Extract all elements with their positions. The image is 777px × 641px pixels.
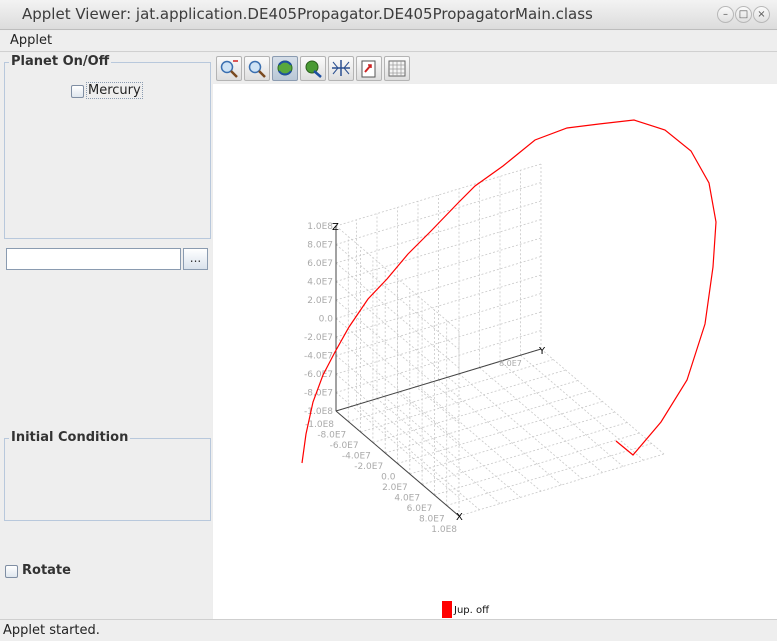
z-tick-label: -2.0E7 [304,333,333,343]
menu-applet[interactable]: Applet [10,33,53,48]
grid-line [335,355,460,461]
grid-line [479,367,603,473]
initial-condition-group: Initial Condition [4,430,211,521]
x-tick-label: -4.0E7 [342,452,371,462]
plot-toolbar [213,53,777,83]
grid-line [499,361,624,467]
rotate-checkbox[interactable] [5,565,18,578]
x-tick-label: 6.0E7 [407,504,433,514]
maximize-icon[interactable]: □ [735,6,752,23]
left-panel: Planet On/Off Mercury ... Initial Condit… [0,53,212,619]
grid-line [458,373,583,480]
grid-line [335,281,460,387]
grid-line [376,398,501,504]
x-axis-line [335,410,460,517]
close-icon[interactable]: × [753,6,770,23]
x-tick-label: -2.0E7 [354,462,383,472]
rotate-label[interactable]: Rotate [22,563,71,578]
z-tick-label: 4.0E7 [307,278,333,288]
y-axis-line [335,348,542,412]
z-tick-label: 8.0E7 [307,241,333,251]
mercury-label[interactable]: Mercury [86,82,143,99]
initial-condition-title: Initial Condition [9,430,131,445]
grid-line [335,244,460,350]
x-tick-label: -6.0E7 [330,441,359,451]
grid-line [540,348,665,455]
x-tick-label: -8.0E7 [317,431,346,441]
grid-line [335,318,460,424]
grid-line [335,299,460,406]
file-path-input[interactable] [6,248,181,270]
rotate-icon[interactable] [272,56,298,81]
planet-group: Planet On/Off Mercury [4,54,211,239]
x-tick-label: 4.0E7 [394,494,420,504]
x-tick-label: 8.0E7 [419,515,445,525]
z-tick-label: -4.0E7 [304,352,333,362]
y-tick-labels: 8.0E7 [499,359,522,368]
y-tick-label: 8.0E7 [499,359,522,368]
x-tick-labels: -1.0E8-8.0E7-6.0E7-4.0E7-2.0E70.02.0E74.… [305,420,457,535]
axes: Z Y X [332,222,546,523]
mercury-checkbox[interactable] [71,85,84,98]
grid-line [335,392,460,498]
z-tick-label: -6.0E7 [304,370,333,380]
grid-icon[interactable] [384,56,410,81]
plot-3d: Z Y X 1.0E88.0E76.0E74.0E72.0E70.0-2.0E7… [301,119,717,618]
z-tick-labels: 1.0E8 8.0E7 6.0E7 4.0E7 2.0E7 0.0 -2.0E7 -4.0E7… [304,222,333,417]
z-tick-label: 6.0E7 [307,259,333,269]
z-tick-label: 1.0E8 [307,222,333,232]
status-bar: Applet started. [0,619,777,641]
x-tick-label: 1.0E8 [431,525,457,535]
planet-group-title: Planet On/Off [9,54,112,69]
grid-line [438,379,562,486]
grid-line [335,262,460,369]
legend-label: Jup. off [453,605,490,616]
menu-bar: Applet [0,31,777,52]
center-icon[interactable] [328,56,354,81]
status-text: Applet started. [3,623,100,638]
window-title: Applet Viewer: jat.application.DE405Prop… [22,5,593,23]
y-axis-label: Y [538,346,546,357]
z-tick-label: 0.0 [319,315,334,325]
x-axis-label: X [456,512,463,523]
export-icon[interactable] [356,56,382,81]
z-tick-label: -8.0E7 [304,389,333,399]
z-tick-label: -1.0E8 [304,407,333,417]
plot-canvas[interactable]: Z Y X 1.0E8 8.0E7 6.0E7 4.0E7 2.0E7 0.0 -2.0E7… [213,84,777,620]
grid-line [520,354,644,461]
x-tick-label: 0.0 [381,473,396,483]
minimize-icon[interactable]: – [717,6,734,23]
zoom-in-icon[interactable] [216,56,242,81]
translate-icon[interactable] [300,56,326,81]
title-bar: Applet Viewer: jat.application.DE405Prop… [0,0,777,30]
grid-lines [335,163,665,517]
browse-button[interactable]: ... [183,248,208,270]
x-tick-label: 2.0E7 [382,483,408,493]
grid-line [335,225,460,332]
z-tick-label: 2.0E7 [307,296,333,306]
legend-swatch [442,601,452,618]
zoom-icon[interactable] [244,56,270,81]
z-axis-label: Z [332,222,339,233]
x-tick-label: -1.0E8 [305,420,334,430]
trajectory-line [301,119,717,464]
